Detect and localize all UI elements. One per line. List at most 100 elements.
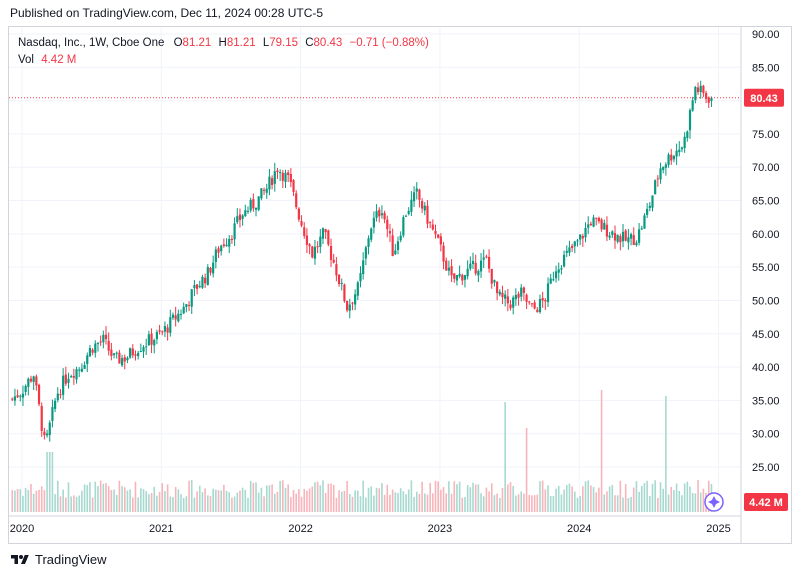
candle-body <box>637 229 641 243</box>
volume-bar <box>699 492 702 512</box>
candle-body <box>496 281 499 294</box>
candle-body <box>83 364 86 369</box>
legend-high-value: 81.21 <box>226 37 256 49</box>
volume-bar <box>86 485 89 512</box>
volume-bar <box>102 483 105 512</box>
volume-bar <box>263 496 265 512</box>
volume-bar <box>346 480 348 512</box>
volume-bar <box>552 496 555 512</box>
candle-body <box>150 333 153 345</box>
candle-body <box>421 201 424 209</box>
candle-body <box>171 314 175 318</box>
volume-bar <box>469 487 472 512</box>
volume-bar <box>405 494 407 512</box>
volume-bar <box>273 493 276 512</box>
candle-body <box>439 236 442 245</box>
volume-bar <box>635 481 638 512</box>
legend-volume-row: Vol 4.42 M <box>18 52 429 69</box>
volume-bar <box>651 483 654 512</box>
timeline-jump-button[interactable] <box>704 492 724 512</box>
candle-body <box>110 349 113 356</box>
volume-bar <box>397 492 399 512</box>
volume-bar <box>156 495 158 512</box>
volume-bar <box>541 480 544 512</box>
volume-bar <box>662 488 665 512</box>
candle-body <box>305 235 309 245</box>
volume-bar <box>590 485 592 512</box>
volume-bar <box>14 490 16 512</box>
volume-tag <box>744 493 788 511</box>
volume-bar <box>691 493 694 512</box>
candle-body <box>568 247 571 253</box>
candle-body <box>129 348 132 358</box>
volume-bar <box>582 486 584 512</box>
candle-body <box>447 267 451 271</box>
candle-body <box>187 304 191 306</box>
candle-body <box>346 300 349 311</box>
candle-body <box>316 246 319 248</box>
candle-body <box>254 207 258 210</box>
candle-body <box>75 369 78 380</box>
volume-bar <box>306 490 308 512</box>
candle-body <box>88 348 92 357</box>
candle-body <box>308 244 311 247</box>
volume-bar <box>140 488 142 512</box>
candle-body <box>672 156 676 160</box>
volume-bar <box>40 486 43 512</box>
candle-body <box>571 245 574 248</box>
volume-bar <box>657 497 659 512</box>
volume-bar <box>448 481 450 512</box>
volume-bar <box>381 483 383 512</box>
candle-body <box>453 273 456 279</box>
volume-bar <box>220 490 222 512</box>
candle-body <box>91 349 94 353</box>
volume-bar <box>190 480 193 512</box>
candle-body <box>193 284 196 289</box>
candle-body <box>391 235 394 257</box>
candle-body <box>206 267 209 285</box>
gridlines <box>9 27 741 512</box>
volume-bar <box>295 493 298 512</box>
volume-bar <box>73 495 75 512</box>
y-tick-label: 90.00 <box>752 29 780 41</box>
footer-brand[interactable]: TradingView <box>10 552 107 567</box>
volume-bar <box>27 489 30 512</box>
volume-bar <box>624 484 627 512</box>
y-tick-label: 85.00 <box>752 62 780 74</box>
volume-bar <box>148 494 150 512</box>
volume-bar <box>196 491 198 512</box>
volume-bar <box>316 481 319 512</box>
x-tick-label: 2024 <box>567 523 591 535</box>
volume-bar <box>11 490 14 512</box>
candle-body <box>530 303 534 305</box>
candle-body <box>230 238 234 240</box>
candle-body <box>648 205 651 209</box>
candle-body <box>120 358 124 366</box>
candle-body <box>99 341 102 343</box>
volume-bar <box>386 484 389 512</box>
candle-body <box>450 266 453 276</box>
candle-body <box>354 294 357 305</box>
volume-bar <box>544 489 547 512</box>
volume-bar <box>59 496 62 512</box>
candle-body <box>182 306 185 314</box>
candle-body <box>35 376 38 386</box>
volume-bar <box>464 497 466 512</box>
candle-body <box>688 110 692 131</box>
candle-body <box>680 147 684 150</box>
volume-bar <box>126 490 129 512</box>
candle-body <box>56 393 59 401</box>
candle-body <box>383 212 386 220</box>
volume-bar <box>413 496 415 512</box>
volume-bar <box>539 481 541 512</box>
candle-body <box>461 274 464 281</box>
candle-body <box>64 374 67 384</box>
volume-bar <box>166 484 169 512</box>
candle-body <box>710 97 713 101</box>
candle-body <box>222 244 225 246</box>
volume-bar <box>445 493 448 512</box>
volume-bar <box>616 495 619 512</box>
volume-bar <box>434 480 437 512</box>
candle-body <box>399 235 402 241</box>
